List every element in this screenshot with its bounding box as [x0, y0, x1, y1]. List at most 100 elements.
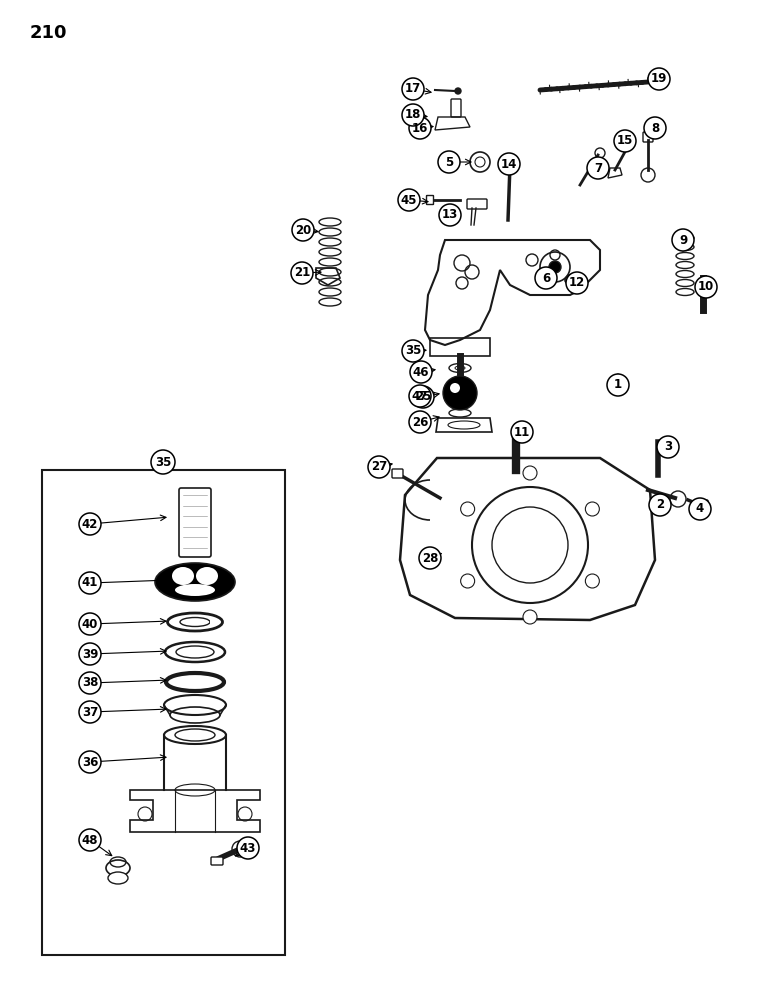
Text: 43: 43	[239, 842, 256, 854]
Text: 7: 7	[594, 161, 602, 174]
Text: 35: 35	[154, 456, 171, 468]
Circle shape	[398, 189, 420, 211]
Text: 15: 15	[617, 134, 633, 147]
Circle shape	[587, 157, 609, 179]
Text: 40: 40	[82, 617, 98, 631]
Text: 47: 47	[412, 389, 428, 402]
Circle shape	[585, 574, 599, 588]
FancyBboxPatch shape	[427, 196, 434, 205]
Circle shape	[79, 672, 101, 694]
FancyBboxPatch shape	[392, 469, 403, 478]
Circle shape	[450, 383, 460, 393]
Text: 48: 48	[82, 834, 98, 846]
Ellipse shape	[172, 567, 194, 585]
Circle shape	[79, 701, 101, 723]
Circle shape	[648, 68, 670, 90]
FancyBboxPatch shape	[451, 99, 461, 117]
Text: 45: 45	[401, 194, 417, 207]
Text: 6: 6	[542, 271, 550, 284]
FancyBboxPatch shape	[179, 488, 211, 557]
Text: 20: 20	[295, 224, 311, 236]
Circle shape	[79, 643, 101, 665]
Circle shape	[79, 829, 101, 851]
Text: 210: 210	[30, 24, 68, 42]
Circle shape	[402, 340, 424, 362]
Text: 37: 37	[82, 706, 98, 718]
Circle shape	[498, 153, 520, 175]
Circle shape	[292, 219, 314, 241]
Circle shape	[237, 837, 259, 859]
Circle shape	[443, 376, 477, 410]
Text: 5: 5	[445, 155, 453, 168]
Circle shape	[402, 104, 424, 126]
FancyBboxPatch shape	[211, 857, 223, 865]
Ellipse shape	[175, 584, 215, 596]
Text: 17: 17	[405, 83, 421, 96]
Circle shape	[79, 613, 101, 635]
Circle shape	[657, 436, 679, 458]
Circle shape	[461, 574, 475, 588]
Circle shape	[455, 88, 461, 94]
Text: 11: 11	[514, 426, 530, 438]
Text: 19: 19	[651, 73, 667, 86]
Text: 25: 25	[415, 390, 431, 403]
Circle shape	[151, 450, 175, 474]
Text: 8: 8	[651, 121, 659, 134]
Ellipse shape	[108, 872, 128, 884]
Circle shape	[409, 117, 431, 139]
Circle shape	[689, 498, 711, 520]
Circle shape	[585, 502, 599, 516]
FancyBboxPatch shape	[210, 619, 218, 625]
Circle shape	[438, 151, 460, 173]
Text: 12: 12	[569, 276, 585, 290]
Text: 36: 36	[82, 756, 98, 768]
Text: 27: 27	[370, 460, 387, 474]
Text: 2: 2	[656, 498, 664, 512]
Circle shape	[402, 78, 424, 100]
Text: 3: 3	[664, 440, 672, 454]
Text: 42: 42	[82, 518, 98, 530]
Circle shape	[523, 610, 537, 624]
Circle shape	[439, 204, 461, 226]
Circle shape	[672, 229, 694, 251]
Circle shape	[368, 456, 390, 478]
Text: 13: 13	[442, 209, 458, 222]
Ellipse shape	[155, 563, 235, 601]
Text: 35: 35	[405, 344, 421, 358]
Circle shape	[535, 267, 557, 289]
Circle shape	[523, 466, 537, 480]
Text: 4: 4	[696, 502, 704, 516]
Circle shape	[412, 386, 434, 408]
Circle shape	[614, 130, 636, 152]
Circle shape	[79, 513, 101, 535]
Circle shape	[566, 272, 588, 294]
Text: 38: 38	[82, 676, 98, 690]
Circle shape	[549, 261, 561, 273]
Text: 16: 16	[412, 121, 428, 134]
Text: 21: 21	[294, 266, 310, 279]
Ellipse shape	[196, 567, 218, 585]
Text: 9: 9	[679, 233, 687, 246]
Circle shape	[649, 494, 671, 516]
Circle shape	[695, 276, 717, 298]
Circle shape	[511, 421, 533, 443]
Circle shape	[644, 117, 666, 139]
Text: 46: 46	[413, 365, 429, 378]
Text: 18: 18	[405, 108, 421, 121]
Circle shape	[409, 385, 431, 407]
Text: 39: 39	[82, 648, 98, 660]
Circle shape	[79, 572, 101, 594]
Text: 26: 26	[412, 416, 428, 428]
Text: 41: 41	[82, 576, 98, 589]
Text: 14: 14	[501, 157, 517, 170]
Text: 1: 1	[614, 378, 622, 391]
Circle shape	[461, 502, 475, 516]
Circle shape	[607, 374, 629, 396]
Circle shape	[419, 547, 441, 569]
Circle shape	[410, 361, 432, 383]
Circle shape	[409, 411, 431, 433]
Text: 10: 10	[698, 280, 714, 294]
Text: 28: 28	[422, 552, 438, 564]
Circle shape	[291, 262, 313, 284]
Circle shape	[79, 751, 101, 773]
